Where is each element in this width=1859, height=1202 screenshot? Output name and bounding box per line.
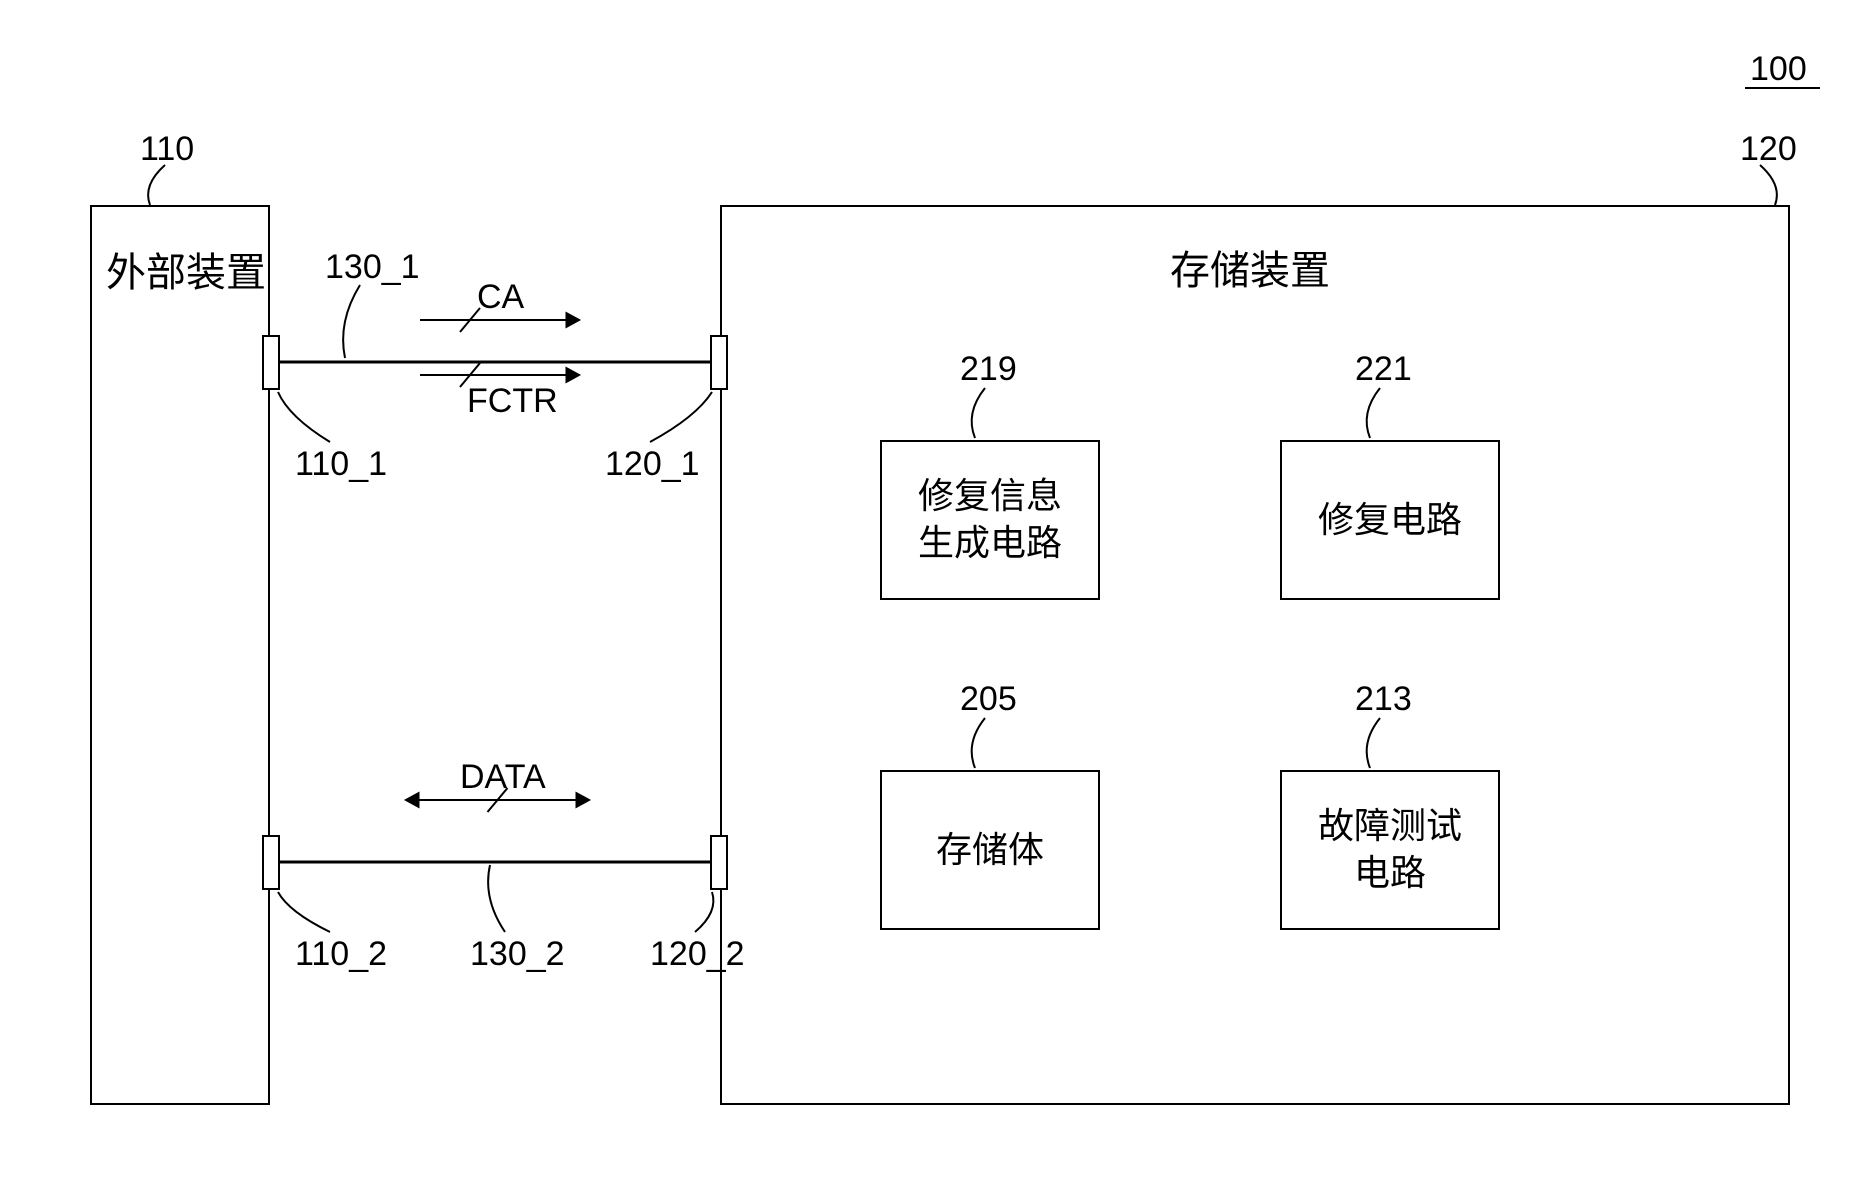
pad-ext-top-ref: 110_1: [295, 445, 387, 484]
pad-ext-bottom-ref: 110_2: [295, 935, 387, 974]
ref-221: 221: [1355, 350, 1412, 389]
bus-bottom-ref: 130_2: [470, 935, 565, 974]
repair-info-gen-block: 修复信息生成电路: [880, 440, 1100, 600]
data-label: DATA: [460, 758, 546, 797]
external-ref: 110: [140, 130, 194, 169]
ca-label: CA: [477, 278, 524, 317]
storage-device-box: [720, 205, 1790, 1105]
pad-storage-bottom: [710, 835, 728, 890]
pad-sto-top-ref: 120_1: [605, 445, 700, 484]
ref-219: 219: [960, 350, 1017, 389]
memory-bank-block: 存储体: [880, 770, 1100, 930]
fctr-label: FCTR: [467, 382, 558, 421]
ref-205: 205: [960, 680, 1017, 719]
pad-storage-top: [710, 335, 728, 390]
storage-ref: 120: [1740, 130, 1797, 169]
storage-device-title: 存储装置: [1170, 238, 1330, 296]
pad-sto-bottom-ref: 120_2: [650, 935, 745, 974]
pad-external-bottom: [262, 835, 280, 890]
fault-test-block: 故障测试电路: [1280, 770, 1500, 930]
bus-top-ref: 130_1: [325, 248, 420, 287]
system-ref: 100: [1750, 50, 1807, 89]
repair-circuit-block: 修复电路: [1280, 440, 1500, 600]
ref-213: 213: [1355, 680, 1412, 719]
external-device-title: 外部装置: [106, 240, 266, 298]
pad-external-top: [262, 335, 280, 390]
external-device-box: [90, 205, 270, 1105]
